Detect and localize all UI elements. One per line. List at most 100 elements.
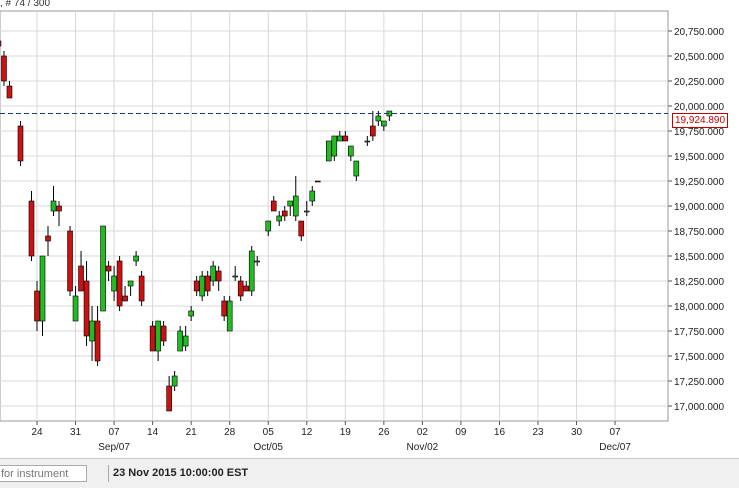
instrument-count-label: , # 74 / 300 <box>0 0 51 9</box>
candle-down <box>370 111 376 141</box>
candle-up <box>182 326 189 351</box>
candle-up <box>199 271 205 301</box>
candle-down <box>45 226 51 256</box>
candle-body <box>370 125 376 137</box>
candle-down <box>281 206 288 221</box>
candle-up <box>133 251 139 266</box>
candle-body <box>182 335 189 347</box>
candle-body <box>276 215 283 222</box>
x-month-label: Sep/07 <box>98 442 130 453</box>
candle-down <box>237 276 244 301</box>
candle-body <box>105 265 112 272</box>
candle-down <box>0 40 2 47</box>
candle-body <box>116 260 123 307</box>
candle-body <box>45 235 51 242</box>
candle-body <box>342 135 349 142</box>
candle-down <box>138 271 145 306</box>
candle-body <box>243 285 250 292</box>
candle-body <box>254 260 261 263</box>
candle-up <box>337 131 343 142</box>
y-tick-label: 17,750.000 <box>674 327 724 338</box>
candle-down <box>83 261 90 346</box>
candle-body <box>94 320 101 362</box>
candle-up <box>265 220 272 236</box>
x-tick-label: 30 <box>571 427 583 438</box>
candle-up <box>353 160 360 181</box>
candle-body <box>270 200 277 212</box>
candle-down <box>17 121 24 166</box>
x-tick-label: 16 <box>494 427 506 438</box>
candle-body <box>337 135 343 142</box>
candle-body <box>133 255 139 262</box>
x-month-label: Dec/07 <box>599 442 631 453</box>
x-month-label: Nov/02 <box>407 442 439 453</box>
candle-body <box>155 320 161 352</box>
candle-down <box>243 281 250 292</box>
candle-up <box>309 186 316 206</box>
x-tick-label: 28 <box>224 427 236 438</box>
candle-body <box>50 200 57 212</box>
candle-up <box>111 266 117 301</box>
candle-up <box>177 326 183 352</box>
candle-body <box>237 280 244 297</box>
candle-up <box>39 255 46 336</box>
instrument-search-input[interactable] <box>0 465 87 482</box>
candle-down <box>94 306 101 366</box>
candle-down <box>160 321 167 346</box>
candle-body <box>28 200 35 257</box>
y-tick-label: 19,500.000 <box>674 152 724 163</box>
x-axis: 24 31 07 14 21 28 05 12 19 26 02 09 16 23 30 07 Sep/07 Oc… <box>31 421 631 453</box>
candle-body <box>149 325 156 352</box>
candle-down <box>28 191 35 261</box>
candle-up <box>254 256 261 266</box>
x-tick-label: 09 <box>455 427 467 438</box>
candle-body <box>314 180 321 183</box>
candle-down <box>1 51 7 86</box>
candle-body <box>34 290 40 322</box>
candle-body <box>204 275 211 292</box>
candle-up <box>72 286 79 322</box>
y-tick-label: 17,500.000 <box>674 352 724 363</box>
x-tick-label: 31 <box>70 427 82 438</box>
x-tick-label: 14 <box>147 427 159 438</box>
candle-body <box>364 140 371 143</box>
candle-up <box>364 136 371 146</box>
candle-down <box>314 180 321 183</box>
status-bar: 23 Nov 2015 10:00:00 EST <box>0 458 739 488</box>
candle-up <box>171 371 178 391</box>
candle-down <box>6 81 13 99</box>
candle-up <box>348 145 354 161</box>
grid-lines <box>0 11 668 421</box>
candle-up <box>292 176 299 221</box>
candle-body <box>281 210 288 217</box>
candle-body <box>177 330 183 352</box>
y-tick-label: 20,500.000 <box>674 52 724 63</box>
y-tick-label: 18,250.000 <box>674 277 724 288</box>
candle-body <box>188 310 194 317</box>
candle-body <box>348 145 354 157</box>
candle-up <box>276 211 283 226</box>
candle-body <box>72 295 79 322</box>
candle-body <box>83 280 90 337</box>
candle-body <box>381 120 387 127</box>
y-tick-label: 20,750.000 <box>674 27 724 38</box>
candle-body <box>166 385 172 412</box>
candle-down <box>204 271 211 296</box>
y-tick-label: 20,000.000 <box>674 102 724 113</box>
y-tick-label: 18,750.000 <box>674 227 724 238</box>
candle-body <box>215 270 222 282</box>
candle-down <box>193 276 200 296</box>
x-tick-label: 02 <box>417 427 429 438</box>
candlestick-chart[interactable]: 17,000.000 17,250.000 17,500.000 17,750.000… <box>0 0 739 458</box>
candle-body <box>298 220 305 237</box>
candle-down <box>116 256 123 311</box>
candle-up <box>287 200 294 216</box>
candle-up <box>100 225 106 312</box>
timestamp-label: 23 Nov 2015 10:00:00 EST <box>108 465 252 482</box>
y-axis: 17,000.000 17,250.000 17,500.000 17,750.000… <box>668 27 724 413</box>
candles <box>0 40 393 412</box>
x-tick-label: 21 <box>186 427 198 438</box>
candle-body <box>100 225 106 312</box>
candle-body <box>138 275 145 302</box>
candle-up <box>127 280 134 296</box>
